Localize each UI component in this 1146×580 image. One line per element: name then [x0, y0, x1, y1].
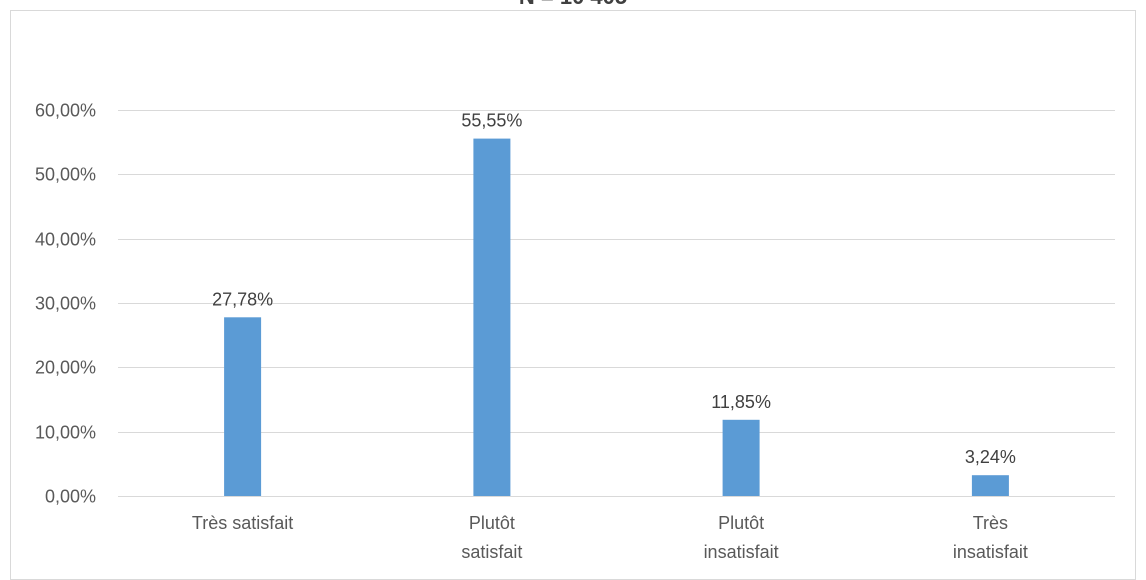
x-tick-label-line: Très [973, 513, 1008, 533]
x-tick-label-line: Très satisfait [192, 513, 293, 533]
x-tick-label-line: insatisfait [704, 542, 779, 562]
y-tick-label: 0,00% [45, 487, 96, 507]
x-tick-label: Très insatisfait [953, 513, 1028, 562]
y-tick-label: 50,00% [35, 165, 96, 185]
data-label: 55,55% [461, 111, 522, 131]
y-axis: 0,00% 10,00% 20,00% 30,00% 40,00% 50,00% 60,00… [35, 101, 96, 507]
data-label: 11,85% [711, 392, 771, 412]
x-tick-label-line: satisfait [461, 542, 522, 562]
x-tick-label: Plutôt satisfait [461, 513, 522, 562]
x-tick-label-line: Plutôt [718, 513, 764, 533]
y-tick-label: 30,00% [35, 294, 96, 314]
bar [473, 138, 511, 496]
x-tick-label: Très satisfait [192, 513, 293, 533]
x-axis: Très satisfait Plutôt satisfait Plutôt insat… [192, 513, 1028, 562]
x-tick-label-line: insatisfait [953, 542, 1028, 562]
gridlines [118, 110, 1115, 497]
chart-frame [10, 10, 1136, 580]
y-tick-label: 20,00% [35, 358, 96, 378]
bars [224, 138, 1009, 496]
x-tick-label: Plutôt insatisfait [704, 513, 779, 562]
y-tick-label: 40,00% [35, 230, 96, 250]
data-label: 3,24% [965, 447, 1016, 467]
x-tick-label-line: Plutôt [469, 513, 515, 533]
y-tick-label: 60,00% [35, 101, 96, 121]
bar [971, 475, 1009, 496]
data-labels: 27,78% 55,55% 11,85% 3,24% [212, 111, 1016, 468]
data-label: 27,78% [212, 289, 273, 309]
bar [722, 419, 760, 496]
chart-title: N = 10 405 [519, 0, 627, 9]
bar [224, 317, 262, 496]
y-tick-label: 10,00% [35, 423, 96, 443]
